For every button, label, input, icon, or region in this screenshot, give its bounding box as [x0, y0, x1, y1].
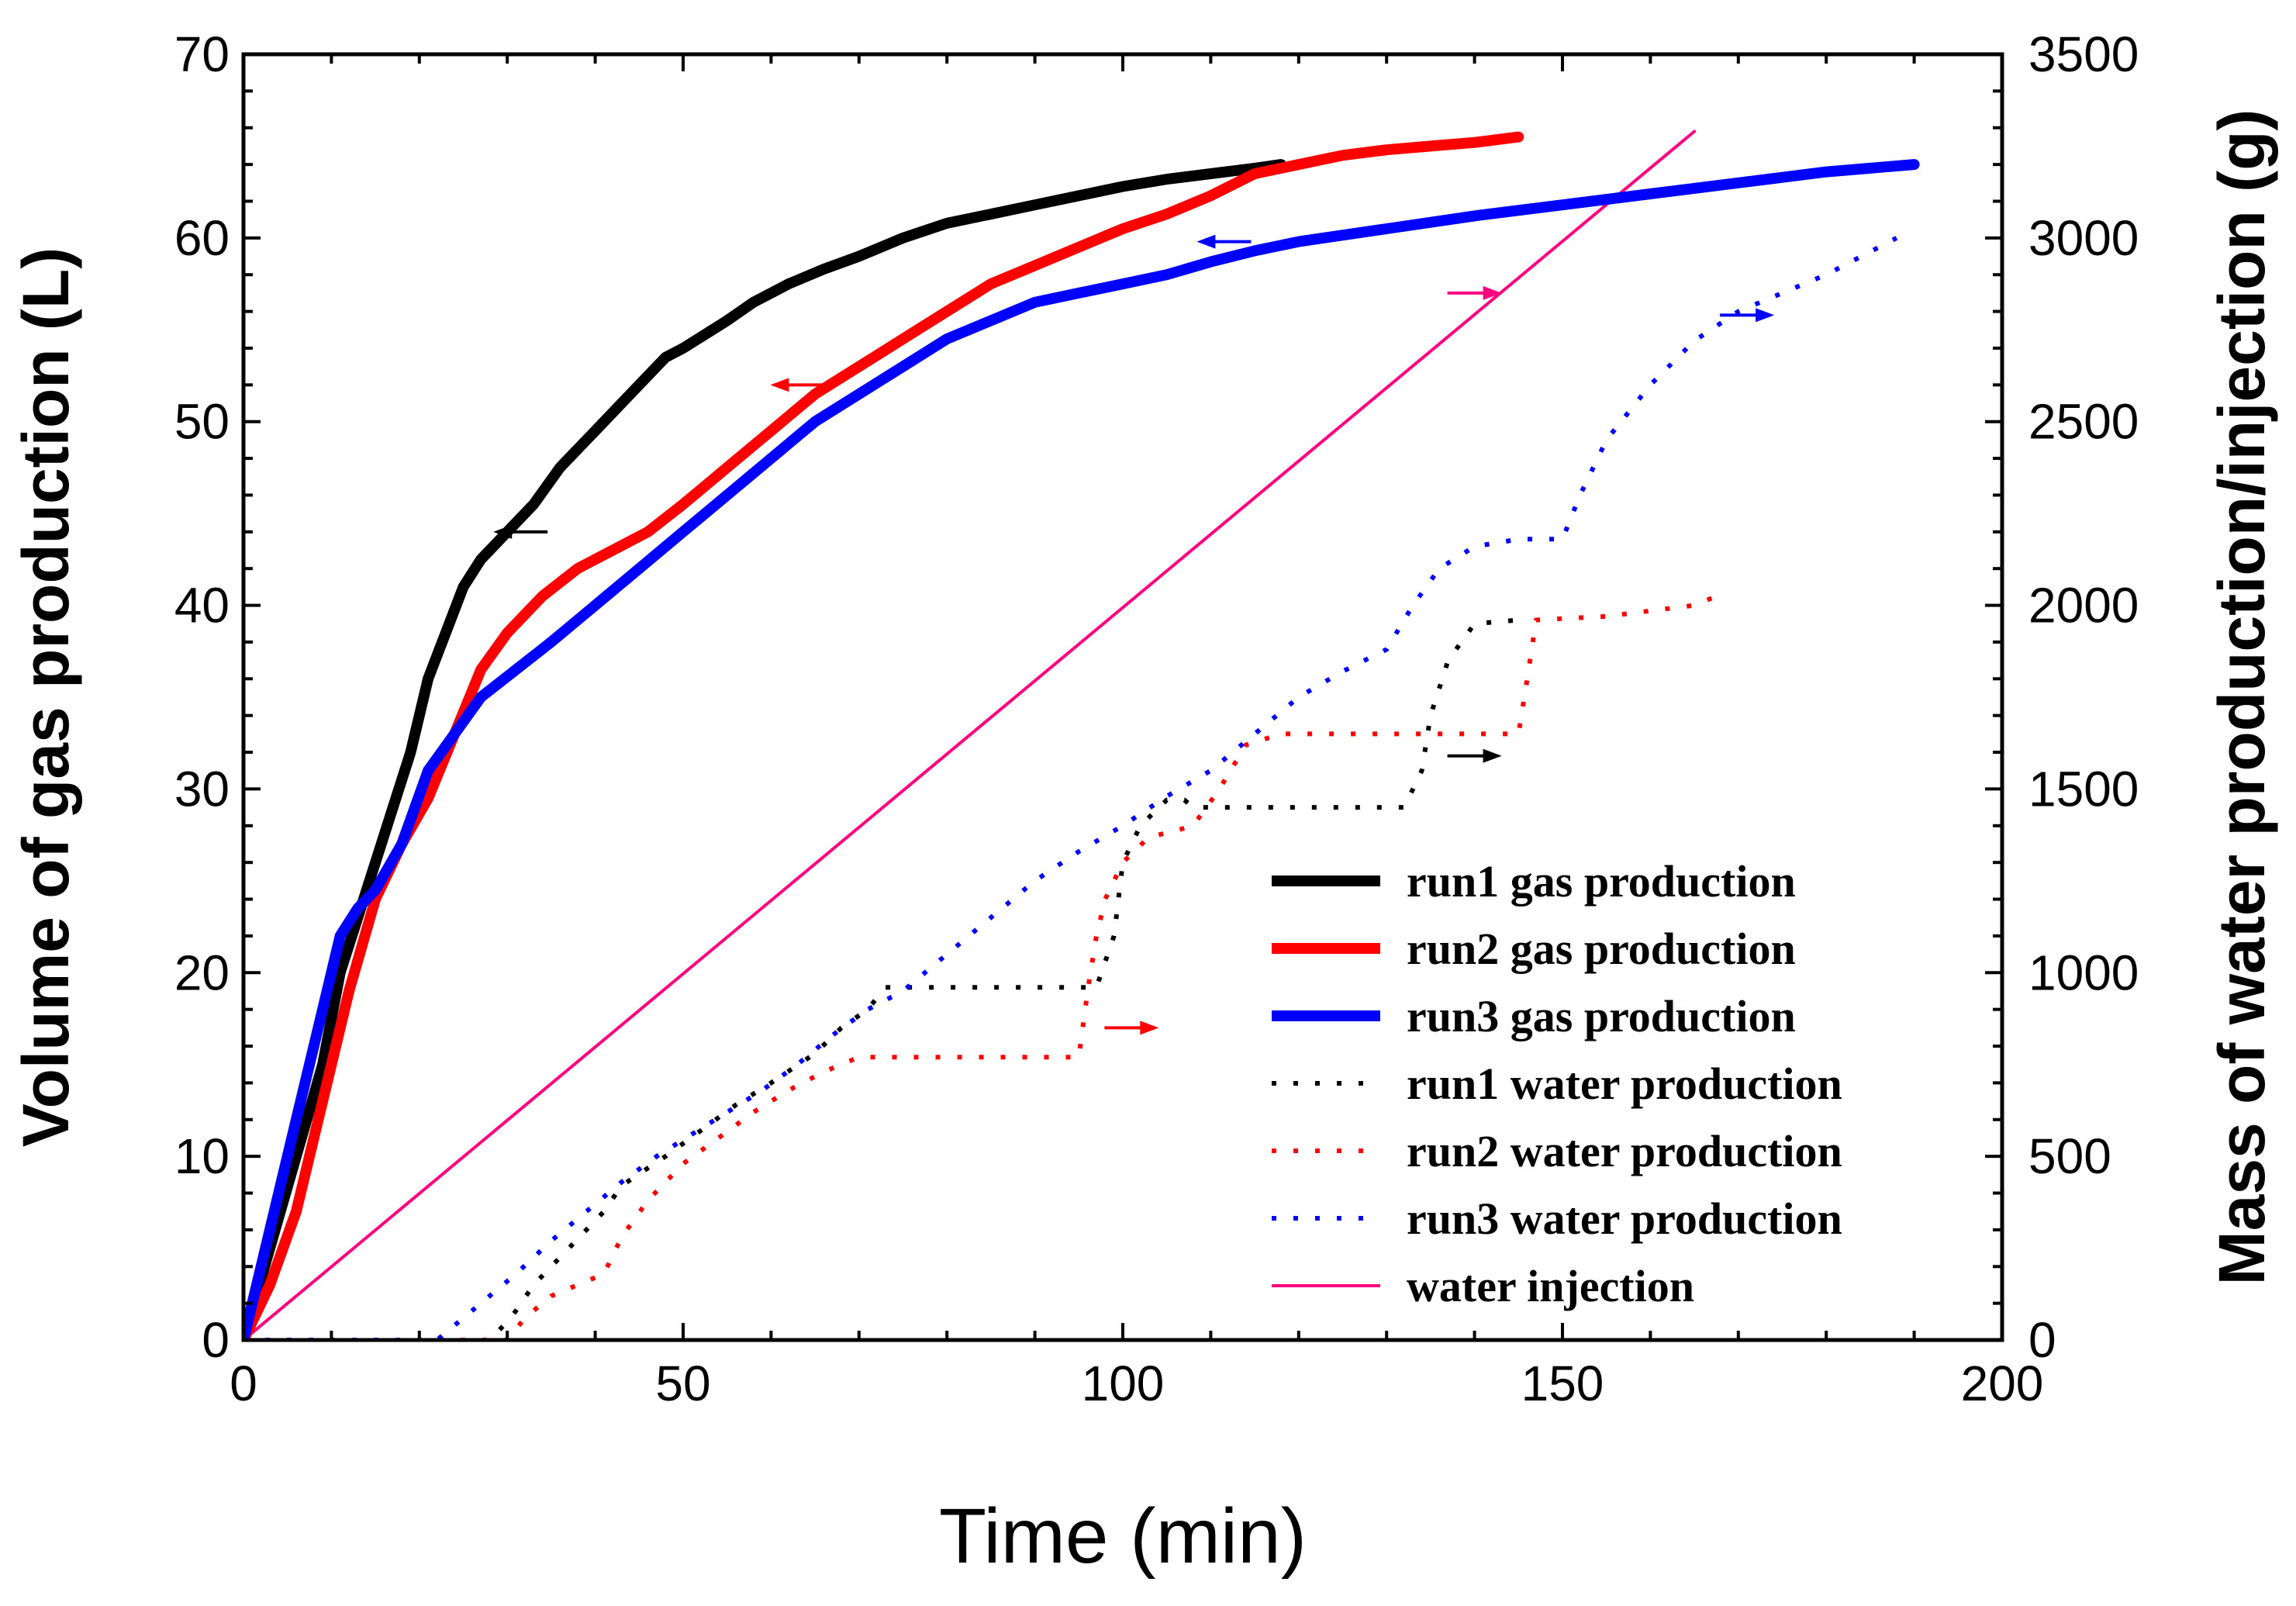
y-left-tick-label: 10 — [174, 1128, 230, 1184]
series-water-injection — [243, 130, 1697, 1340]
series-run2-water-production — [243, 592, 1722, 1340]
legend-label: run3 water production — [1407, 1193, 1842, 1244]
arrow-run3-water-arrow-points-to-right-axis — [1720, 308, 1775, 323]
y-left-tick-label: 30 — [174, 761, 230, 817]
arrow-run1-gas-arrow-points-to-left-axis — [493, 524, 548, 539]
x-tick-label: 200 — [1961, 1356, 2044, 1411]
arrow-water-injection-arrow-points-to-right-axis — [1447, 285, 1502, 300]
arrow-head — [1756, 308, 1775, 323]
y-left-tick-label: 0 — [202, 1312, 230, 1368]
legend-item-run1-gas-production: run1 gas production — [1272, 856, 1796, 907]
y-axis-left-title: Volume of gas production (L) — [9, 247, 82, 1147]
axis-labels: Time (min) Volume of gas production (L) … — [9, 109, 2278, 1580]
y-left-tick-label: 50 — [174, 394, 230, 450]
x-tick-label: 100 — [1082, 1356, 1165, 1411]
arrow-head — [1140, 1021, 1159, 1035]
arrow-run2-gas-arrow-points-to-left-axis — [770, 378, 825, 392]
legend-label: run3 gas production — [1407, 991, 1796, 1041]
y-right-tick-label: 2000 — [2028, 578, 2139, 634]
x-tick-label: 150 — [1521, 1356, 1604, 1411]
y-left-tick-label: 70 — [174, 26, 230, 82]
arrow-head — [493, 524, 513, 539]
arrow-head — [1196, 234, 1216, 249]
legend-item-run1-water-production: run1 water production — [1272, 1059, 1842, 1109]
y-right-tick-label: 2500 — [2028, 394, 2139, 450]
legend-label: run2 water production — [1407, 1126, 1842, 1176]
series-run3-gas-production — [243, 159, 1920, 1340]
legend-label: run2 gas production — [1407, 924, 1796, 974]
x-tick-label: 0 — [230, 1356, 257, 1411]
legend-label: run1 water production — [1407, 1059, 1842, 1109]
y-right-tick-label: 1000 — [2028, 945, 2139, 1000]
arrow-run1-water-arrow-points-to-right-axis — [1447, 748, 1502, 763]
legend-item-run2-gas-production: run2 gas production — [1272, 924, 1796, 974]
y-left-tick-label: 60 — [174, 210, 230, 266]
y-right-tick-label: 3500 — [2028, 26, 2139, 82]
y-right-tick-label: 1500 — [2028, 761, 2139, 817]
legend-item-run3-gas-production: run3 gas production — [1272, 991, 1796, 1041]
arrow-run3-gas-arrow-points-to-left-axis — [1196, 234, 1252, 249]
annotation-layer — [493, 234, 1775, 1035]
legend-label: run1 gas production — [1407, 856, 1796, 907]
y-right-tick-label: 3000 — [2028, 210, 2139, 266]
x-tick-label: 50 — [655, 1356, 710, 1411]
y-right-tick-label: 0 — [2028, 1312, 2056, 1368]
legend-item-water-injection: water injection — [1272, 1261, 1694, 1311]
arrow-head — [770, 378, 789, 392]
legend-item-run3-water-production: run3 water production — [1272, 1193, 1842, 1244]
series-run1-gas-production — [243, 159, 1287, 1340]
legend-item-run2-water-production: run2 water production — [1272, 1126, 1842, 1176]
y-axis-right-title: Mass of water production/injection (g) — [2205, 109, 2278, 1286]
legend-label: water injection — [1407, 1261, 1694, 1311]
series-layer — [243, 130, 1920, 1340]
axes-layer: 0 50 100 150 2000102030405060700500100015002… — [174, 26, 2139, 1411]
arrow-head — [1483, 748, 1502, 763]
y-right-tick-label: 500 — [2028, 1128, 2111, 1184]
x-axis-title: Time (min) — [939, 1493, 1307, 1580]
legend: run1 gas production run2 gas production ru… — [1272, 856, 1842, 1311]
arrow-head — [1483, 285, 1502, 300]
y-left-tick-label: 20 — [174, 945, 230, 1000]
arrow-run2-water-arrow-points-to-right-axis — [1104, 1021, 1159, 1035]
y-left-tick-label: 40 — [174, 578, 230, 634]
series-run3-water-production — [243, 236, 1898, 1340]
